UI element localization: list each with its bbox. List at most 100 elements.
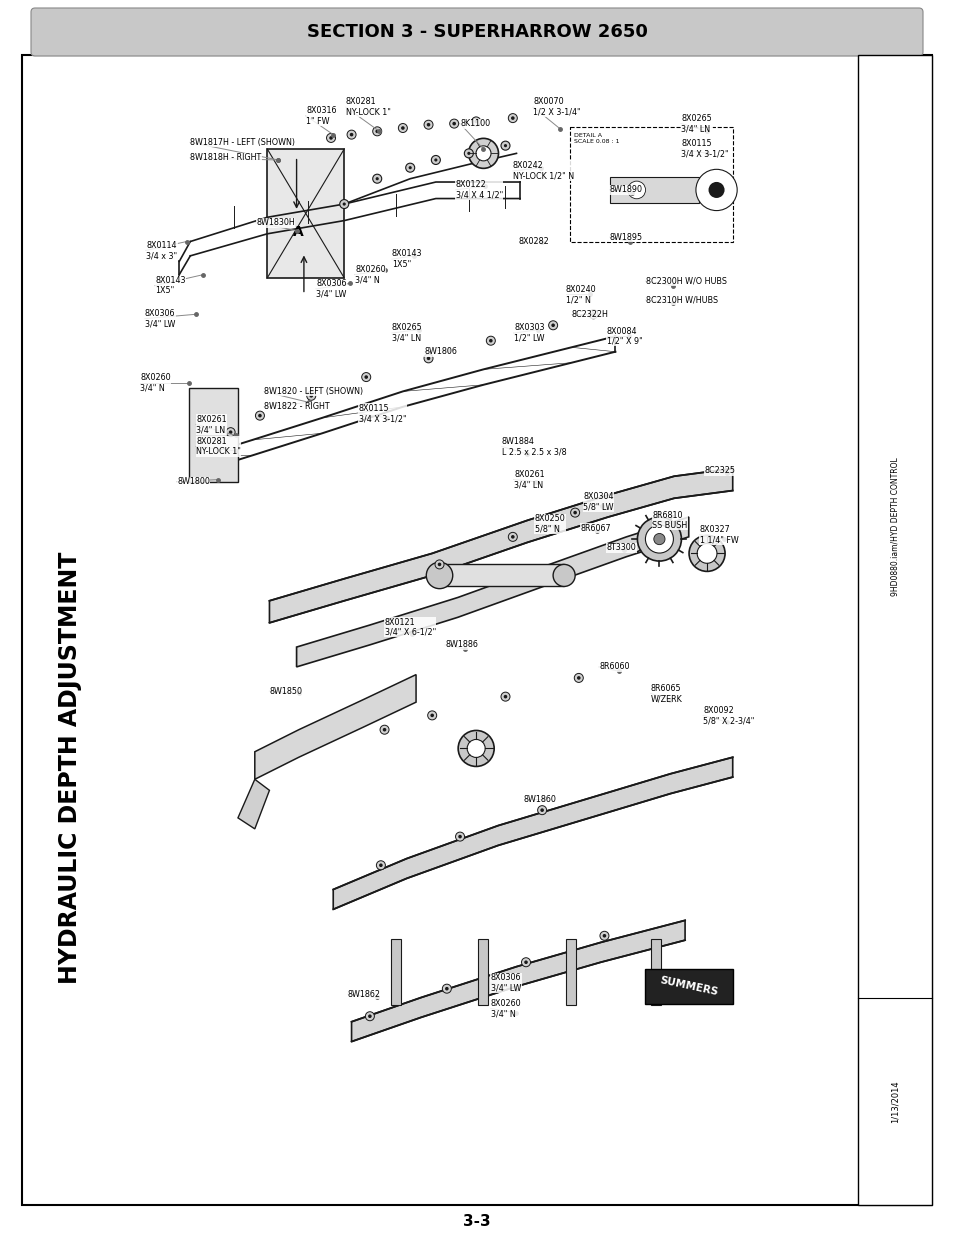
Text: 8X0304
5/8" LW: 8X0304 5/8" LW [582,492,613,511]
Text: 8W1884
L 2.5 x 2.5 x 3/8: 8W1884 L 2.5 x 2.5 x 3/8 [501,437,566,456]
Text: 8X0306
3/4" LW: 8X0306 3/4" LW [316,279,347,299]
Text: 8X0070
1/2 X 3-1/4": 8X0070 1/2 X 3-1/4" [533,98,580,117]
Circle shape [434,158,437,162]
Text: 8X0122
3/4 X 4 1/2": 8X0122 3/4 X 4 1/2" [456,180,502,199]
Circle shape [591,312,595,316]
Text: 8R6065
W/ZERK: 8R6065 W/ZERK [650,684,681,703]
Circle shape [476,146,491,161]
Text: 8W1822 - RIGHT: 8W1822 - RIGHT [263,403,329,411]
Circle shape [437,563,441,566]
Circle shape [430,714,434,718]
Text: HYDRAULIC DEPTH ADJUSTMENT: HYDRAULIC DEPTH ADJUSTMENT [58,552,82,984]
FancyBboxPatch shape [30,7,923,56]
Polygon shape [237,779,269,829]
Text: 8C2300H W/O HUBS: 8C2300H W/O HUBS [645,277,726,285]
Text: 8X0306
3/4" LW: 8X0306 3/4" LW [145,309,175,329]
Text: 8W1817H - LEFT (SHOWN): 8W1817H - LEFT (SHOWN) [190,138,295,147]
Circle shape [468,138,498,168]
Circle shape [474,120,477,124]
Text: 8R6810
SS BUSH: 8R6810 SS BUSH [652,510,686,530]
Text: 8X0265
3/4" LN: 8X0265 3/4" LN [392,324,422,342]
Text: 8C2325: 8C2325 [704,467,735,475]
Circle shape [503,144,507,147]
Circle shape [452,122,456,126]
Text: 8X0281
NY-LOCK 1": 8X0281 NY-LOCK 1" [196,437,241,456]
Circle shape [574,673,582,683]
Circle shape [653,534,664,545]
Circle shape [339,200,349,209]
Circle shape [537,805,546,815]
Text: 8X0260
3/4" N: 8X0260 3/4" N [140,373,171,393]
Circle shape [588,310,598,319]
Circle shape [697,543,717,563]
Circle shape [464,149,473,158]
Circle shape [375,130,378,133]
Circle shape [255,411,264,420]
Circle shape [373,174,381,183]
Circle shape [361,373,371,382]
Bar [390,939,400,1005]
Bar [189,388,237,482]
Circle shape [627,182,645,199]
Circle shape [500,692,510,701]
Text: 8X0261
3/4" LN: 8X0261 3/4" LN [514,469,544,489]
Circle shape [573,511,577,515]
Circle shape [645,525,673,553]
Bar [857,56,931,1205]
Circle shape [500,141,510,151]
Circle shape [376,861,385,869]
Circle shape [688,536,724,572]
Circle shape [577,676,580,679]
Circle shape [695,169,737,211]
Circle shape [258,414,261,417]
Circle shape [350,133,353,136]
Polygon shape [269,468,732,622]
Circle shape [456,832,464,841]
Text: 8W1886: 8W1886 [445,641,477,650]
Text: 8X0260
3/4" N: 8X0260 3/4" N [355,264,385,284]
Circle shape [602,934,605,937]
Circle shape [435,559,443,569]
Circle shape [551,324,555,327]
Text: 3-3: 3-3 [463,1214,490,1230]
Circle shape [426,357,430,361]
Circle shape [347,130,355,140]
Text: 8X0265
3/4" LN: 8X0265 3/4" LN [680,114,711,133]
Text: 8X0121
3/4" X 6-1/2": 8X0121 3/4" X 6-1/2" [384,618,436,637]
Text: 8X0092
5/8" X 2-3/4": 8X0092 5/8" X 2-3/4" [702,705,754,725]
Text: 8X0114
3/4 x 3": 8X0114 3/4 x 3" [146,241,177,261]
Circle shape [508,114,517,122]
Circle shape [637,517,680,561]
Text: 8X0316
1" FW: 8X0316 1" FW [306,106,336,126]
Circle shape [342,203,345,206]
Text: 8C2322H: 8C2322H [571,310,608,319]
Text: 1/13/2014: 1/13/2014 [889,1081,899,1123]
Circle shape [457,730,494,767]
Text: 8X0261
3/4" LN: 8X0261 3/4" LN [196,415,227,435]
Circle shape [489,338,492,342]
Circle shape [378,863,382,867]
Text: 8K1100: 8K1100 [459,119,490,128]
Circle shape [467,152,470,154]
Circle shape [326,133,335,142]
Text: 8X0250
5/8" N: 8X0250 5/8" N [535,514,565,534]
Circle shape [427,711,436,720]
Text: 8C2310H W/HUBS: 8C2310H W/HUBS [645,295,718,305]
Text: 8W1850: 8W1850 [269,687,302,695]
Text: 8W1890: 8W1890 [609,185,642,194]
Circle shape [400,126,404,130]
Polygon shape [296,517,688,667]
Text: 8X0115
3/4 X 3-1/2": 8X0115 3/4 X 3-1/2" [680,140,728,158]
Text: 8X0282: 8X0282 [518,237,549,246]
Text: 8W1806: 8W1806 [424,347,457,356]
Circle shape [442,984,451,993]
Circle shape [309,394,313,398]
Circle shape [548,321,558,330]
Circle shape [398,124,407,132]
Circle shape [449,119,458,128]
Circle shape [445,987,448,990]
Circle shape [426,124,430,126]
Text: 8X0143
1X5": 8X0143 1X5" [155,275,186,295]
Text: 8W1820 - LEFT (SHOWN): 8W1820 - LEFT (SHOWN) [263,387,362,396]
Circle shape [486,336,495,346]
